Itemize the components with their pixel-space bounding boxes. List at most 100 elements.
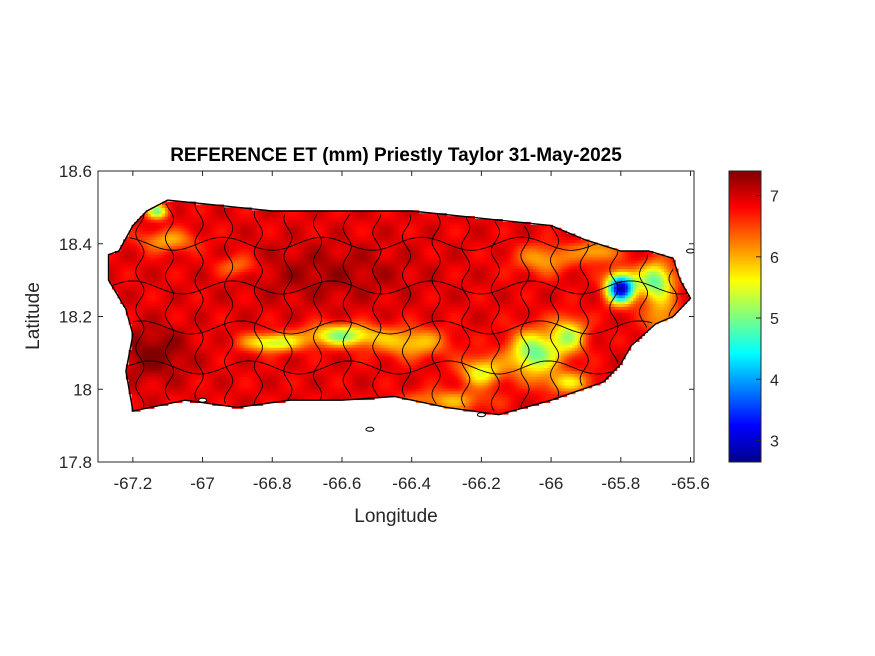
et-cell — [583, 344, 587, 348]
et-cell — [468, 379, 473, 383]
et-cell — [362, 381, 367, 386]
et-cell — [413, 335, 417, 339]
et-cell — [633, 323, 637, 328]
et-cell — [270, 399, 275, 403]
et-cell — [507, 347, 512, 351]
et-cell — [558, 341, 562, 345]
et-cell — [418, 399, 423, 403]
et-cell — [187, 379, 191, 383]
et-cell — [226, 393, 230, 398]
et-cell — [605, 344, 609, 348]
et-cell — [329, 352, 333, 357]
et-cell — [474, 352, 478, 357]
et-cell — [217, 376, 222, 380]
et-cell — [449, 390, 453, 395]
et-cell — [429, 323, 434, 328]
et-cell — [468, 347, 473, 351]
et-cell — [616, 329, 621, 334]
et-cell — [376, 329, 381, 334]
et-cell — [410, 373, 414, 377]
et-cell — [424, 370, 428, 374]
et-cell — [577, 370, 581, 374]
et-cell — [248, 390, 252, 395]
et-cell — [399, 367, 403, 371]
et-cell — [318, 376, 322, 380]
et-cell — [245, 349, 250, 354]
et-cell — [164, 370, 169, 374]
et-cell — [184, 393, 188, 398]
et-cell — [229, 402, 233, 406]
et-cell — [192, 364, 197, 369]
et-cell — [538, 370, 542, 374]
et-cell — [237, 396, 241, 401]
et-cell — [513, 344, 517, 348]
et-cell — [223, 370, 227, 374]
et-cell — [276, 387, 280, 392]
et-cell — [254, 390, 258, 395]
et-cell — [365, 329, 370, 334]
et-cell — [159, 347, 163, 351]
et-cell — [131, 349, 135, 354]
et-cell — [321, 344, 325, 348]
et-cell — [237, 323, 241, 328]
et-cell — [279, 323, 283, 328]
et-cell — [541, 367, 545, 371]
et-cell — [273, 332, 278, 337]
et-cell — [145, 393, 149, 398]
et-cell — [220, 381, 225, 386]
et-cell — [178, 341, 183, 345]
et-cell — [223, 341, 227, 345]
et-cell — [376, 355, 381, 360]
et-cell — [201, 352, 205, 357]
et-cell — [630, 332, 634, 337]
et-cell — [209, 329, 213, 334]
et-cell — [156, 329, 160, 334]
et-cell — [287, 349, 291, 354]
et-cell — [549, 332, 554, 337]
et-cell — [488, 329, 492, 334]
et-cell — [599, 323, 604, 328]
et-cell — [421, 335, 425, 339]
et-cell — [287, 335, 291, 339]
et-cell — [178, 335, 183, 339]
et-cell — [348, 329, 353, 334]
et-cell — [187, 361, 191, 366]
et-cell — [468, 338, 473, 342]
et-cell — [440, 341, 445, 345]
et-cell — [502, 381, 506, 386]
et-cell — [276, 370, 280, 374]
et-cell — [572, 335, 576, 339]
et-cell — [226, 341, 230, 345]
et-cell — [206, 332, 211, 337]
et-cell — [262, 376, 266, 380]
et-cell — [229, 387, 233, 392]
et-cell — [410, 332, 414, 337]
et-cell — [505, 384, 509, 389]
et-cell — [131, 381, 135, 386]
et-cell — [427, 379, 431, 383]
et-cell — [491, 373, 495, 377]
et-cell — [510, 352, 515, 357]
et-cell — [521, 338, 526, 342]
et-cell — [270, 381, 275, 386]
et-cell — [321, 358, 325, 363]
et-cell — [427, 358, 431, 363]
et-cell — [150, 402, 155, 406]
et-cell — [318, 361, 322, 366]
et-cell — [201, 379, 205, 383]
et-cell — [460, 338, 464, 342]
et-cell — [488, 408, 492, 412]
et-cell — [312, 384, 317, 389]
et-cell — [209, 381, 213, 386]
et-cell — [505, 352, 509, 357]
et-cell — [254, 335, 258, 339]
et-cell — [502, 323, 506, 328]
et-cell — [535, 323, 540, 328]
et-cell — [499, 387, 503, 392]
et-cell — [192, 329, 197, 334]
et-cell — [457, 367, 462, 371]
et-cell — [170, 379, 174, 383]
et-cell — [293, 381, 297, 386]
et-cell — [273, 393, 278, 398]
et-cell — [432, 332, 436, 337]
